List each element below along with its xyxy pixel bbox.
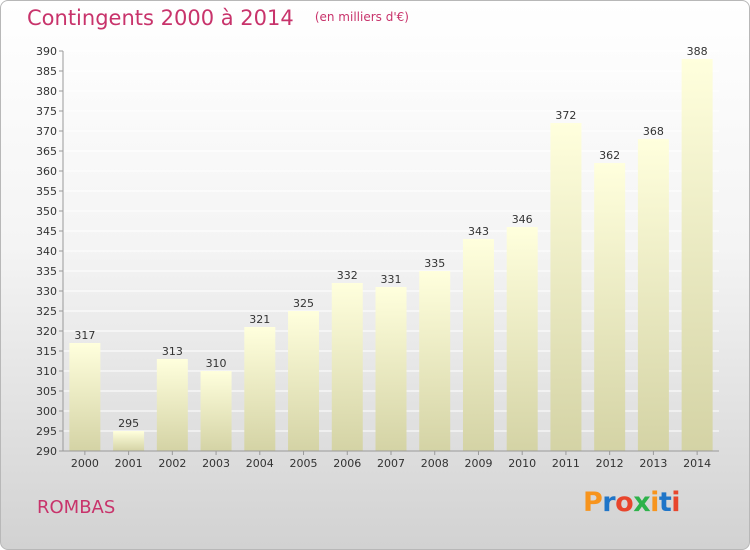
chart-title: Contingents 2000 à 2014 [27, 6, 294, 30]
logo-letter: r [602, 487, 616, 518]
logo-letter: x [633, 487, 651, 518]
bar [156, 359, 188, 451]
data-label: 368 [643, 125, 664, 138]
y-tick-label: 370 [36, 125, 57, 138]
data-labels: 317 295 313 310 321 325 332 331 335 343 346 372 362 3… [74, 45, 707, 430]
x-tick-label: 2008 [421, 457, 449, 470]
x-tick-label: 2002 [158, 457, 186, 470]
x-tick-label: 2014 [683, 457, 711, 470]
y-tick-label: 390 [36, 45, 57, 58]
y-tick-label: 335 [36, 265, 57, 278]
x-tick-label: 2003 [202, 457, 230, 470]
bar [331, 283, 363, 451]
logo-letter: P [583, 487, 603, 518]
bar [506, 227, 538, 451]
bar [69, 343, 101, 451]
data-label: 332 [337, 269, 358, 282]
data-label: 313 [162, 345, 183, 358]
data-label: 388 [687, 45, 708, 58]
bar [375, 287, 407, 451]
x-tick-label: 2013 [639, 457, 667, 470]
x-tick-label: 2009 [464, 457, 492, 470]
x-tick-label: 2005 [290, 457, 318, 470]
data-label: 321 [249, 313, 270, 326]
data-label: 325 [293, 297, 314, 310]
y-tick-label: 365 [36, 145, 57, 158]
y-tick-label: 310 [36, 365, 57, 378]
y-tick-label: 315 [36, 345, 57, 358]
x-tick-label: 2000 [71, 457, 99, 470]
data-label: 372 [555, 109, 576, 122]
logo-letter: i [671, 487, 681, 518]
bar [244, 327, 276, 451]
y-tick-label: 300 [36, 405, 57, 418]
y-tick-label: 320 [36, 325, 57, 338]
bar [200, 371, 232, 451]
y-tick-label: 350 [36, 205, 57, 218]
bar [419, 271, 451, 451]
bar [288, 311, 320, 451]
y-tick-label: 355 [36, 185, 57, 198]
y-tick-label: 305 [36, 385, 57, 398]
chart-subtitle: (en milliers d'€) [314, 10, 409, 24]
x-axis-ticks: 2000 2001 2002 2003 2004 2005 2006 2007 2008 2009… [63, 450, 719, 470]
title-block: Contingents 2000 à 2014 (en milliers d'€… [27, 6, 409, 30]
y-tick-label: 325 [36, 305, 57, 318]
x-tick-label: 2001 [115, 457, 143, 470]
bar [594, 163, 626, 451]
x-tick-label: 2007 [377, 457, 405, 470]
data-label: 331 [381, 273, 402, 286]
data-label: 343 [468, 225, 489, 238]
y-tick-label: 330 [36, 285, 57, 298]
bar [637, 139, 669, 451]
y-tick-label: 290 [36, 445, 57, 458]
bar [550, 123, 582, 451]
x-tick-label: 2006 [333, 457, 361, 470]
proxiti-logo[interactable]: Proxiti [583, 487, 681, 518]
y-tick-label: 345 [36, 225, 57, 238]
y-axis-ticks: 290 295 300 305 310 315 320 325 330 335 340 345 350 3… [36, 45, 64, 458]
x-tick-label: 2010 [508, 457, 536, 470]
y-tick-label: 340 [36, 245, 57, 258]
bar [681, 59, 713, 451]
logo-letter: o [615, 487, 634, 518]
data-label: 335 [424, 257, 445, 270]
bars [69, 59, 713, 451]
y-tick-label: 360 [36, 165, 57, 178]
x-tick-label: 2012 [596, 457, 624, 470]
y-tick-label: 385 [36, 65, 57, 78]
y-tick-label: 295 [36, 425, 57, 438]
bar [113, 431, 145, 451]
x-tick-label: 2011 [552, 457, 580, 470]
y-tick-label: 375 [36, 105, 57, 118]
y-tick-label: 380 [36, 85, 57, 98]
data-label: 317 [74, 329, 95, 342]
data-label: 362 [599, 149, 620, 162]
logo-letter: i [650, 487, 659, 518]
logo-letter: t [658, 487, 672, 518]
data-label: 310 [206, 357, 227, 370]
place-name: ROMBAS [37, 497, 116, 518]
data-label: 295 [118, 417, 139, 430]
bar [462, 239, 494, 451]
data-label: 346 [512, 213, 533, 226]
x-tick-label: 2004 [246, 457, 274, 470]
